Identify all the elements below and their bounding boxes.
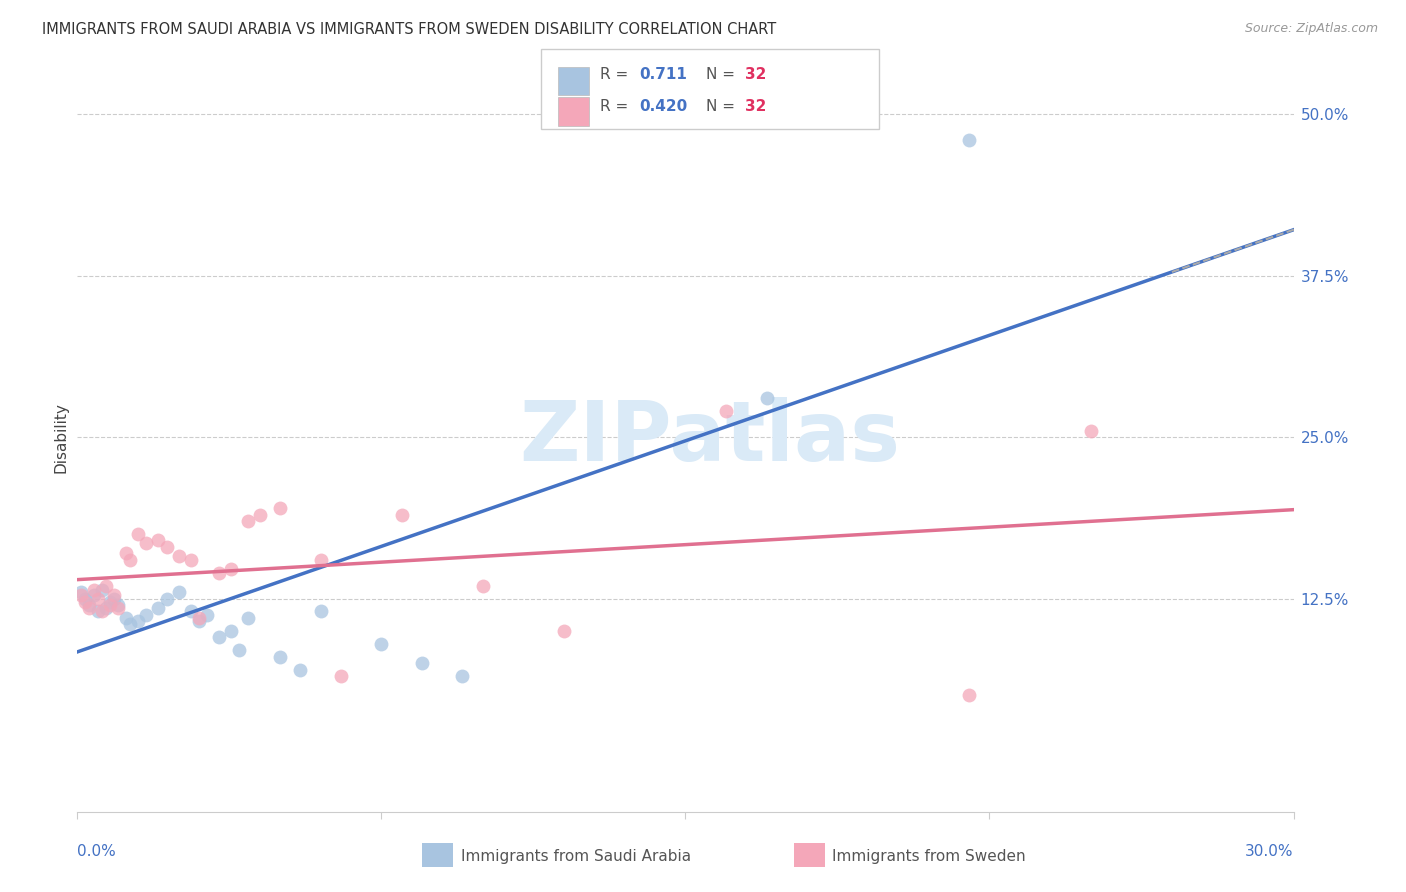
- Point: [148, 533, 170, 548]
- Point: [221, 624, 243, 638]
- Point: [79, 600, 101, 615]
- Point: [135, 608, 157, 623]
- Text: 32: 32: [745, 99, 766, 114]
- Point: [236, 514, 259, 528]
- Point: [135, 536, 157, 550]
- Point: [127, 614, 149, 628]
- Y-axis label: Disability: Disability: [53, 401, 69, 473]
- Text: 0.420: 0.420: [640, 99, 688, 114]
- Point: [208, 566, 231, 580]
- Point: [75, 591, 97, 606]
- Point: [269, 649, 291, 664]
- Point: [83, 582, 105, 597]
- Point: [103, 591, 125, 606]
- Point: [167, 549, 190, 563]
- Point: [115, 546, 138, 560]
- Point: [411, 656, 433, 670]
- Point: [94, 600, 117, 615]
- Point: [70, 588, 93, 602]
- Point: [118, 617, 141, 632]
- Point: [188, 611, 211, 625]
- Text: 0.711: 0.711: [640, 67, 688, 82]
- Point: [309, 605, 332, 619]
- Point: [195, 608, 218, 623]
- Point: [309, 553, 332, 567]
- Point: [553, 624, 575, 638]
- Text: N =: N =: [706, 67, 740, 82]
- Point: [714, 404, 737, 418]
- Point: [221, 562, 243, 576]
- Point: [86, 605, 108, 619]
- Point: [290, 663, 312, 677]
- Text: ZIPatlas: ZIPatlas: [519, 397, 900, 477]
- Point: [98, 598, 121, 612]
- Point: [79, 598, 101, 612]
- Point: [115, 611, 138, 625]
- Point: [228, 643, 250, 657]
- Point: [755, 392, 778, 406]
- Point: [75, 595, 97, 609]
- Point: [107, 600, 129, 615]
- Point: [155, 591, 177, 606]
- Point: [249, 508, 271, 522]
- Point: [167, 585, 190, 599]
- Point: [269, 501, 291, 516]
- Text: N =: N =: [706, 99, 740, 114]
- Text: Immigrants from Sweden: Immigrants from Sweden: [832, 849, 1026, 863]
- Point: [70, 585, 93, 599]
- Text: Source: ZipAtlas.com: Source: ZipAtlas.com: [1244, 22, 1378, 36]
- Point: [90, 605, 112, 619]
- Text: R =: R =: [600, 67, 634, 82]
- Point: [957, 689, 980, 703]
- Point: [127, 527, 149, 541]
- Point: [329, 669, 352, 683]
- Text: 30.0%: 30.0%: [1246, 844, 1294, 859]
- Point: [155, 540, 177, 554]
- Point: [86, 591, 108, 606]
- Point: [391, 508, 413, 522]
- Point: [236, 611, 259, 625]
- Point: [1080, 424, 1102, 438]
- Point: [370, 637, 392, 651]
- Point: [208, 630, 231, 644]
- Point: [98, 595, 121, 609]
- Point: [103, 588, 125, 602]
- Point: [957, 133, 980, 147]
- Point: [107, 598, 129, 612]
- Point: [83, 588, 105, 602]
- Point: [180, 553, 202, 567]
- Point: [94, 579, 117, 593]
- Text: 0.0%: 0.0%: [77, 844, 117, 859]
- Point: [148, 600, 170, 615]
- Text: IMMIGRANTS FROM SAUDI ARABIA VS IMMIGRANTS FROM SWEDEN DISABILITY CORRELATION CH: IMMIGRANTS FROM SAUDI ARABIA VS IMMIGRAN…: [42, 22, 776, 37]
- Text: Immigrants from Saudi Arabia: Immigrants from Saudi Arabia: [461, 849, 692, 863]
- Point: [118, 553, 141, 567]
- Text: R =: R =: [600, 99, 634, 114]
- Point: [90, 582, 112, 597]
- Text: 32: 32: [745, 67, 766, 82]
- Point: [188, 614, 211, 628]
- Point: [471, 579, 494, 593]
- Point: [451, 669, 474, 683]
- Point: [180, 605, 202, 619]
